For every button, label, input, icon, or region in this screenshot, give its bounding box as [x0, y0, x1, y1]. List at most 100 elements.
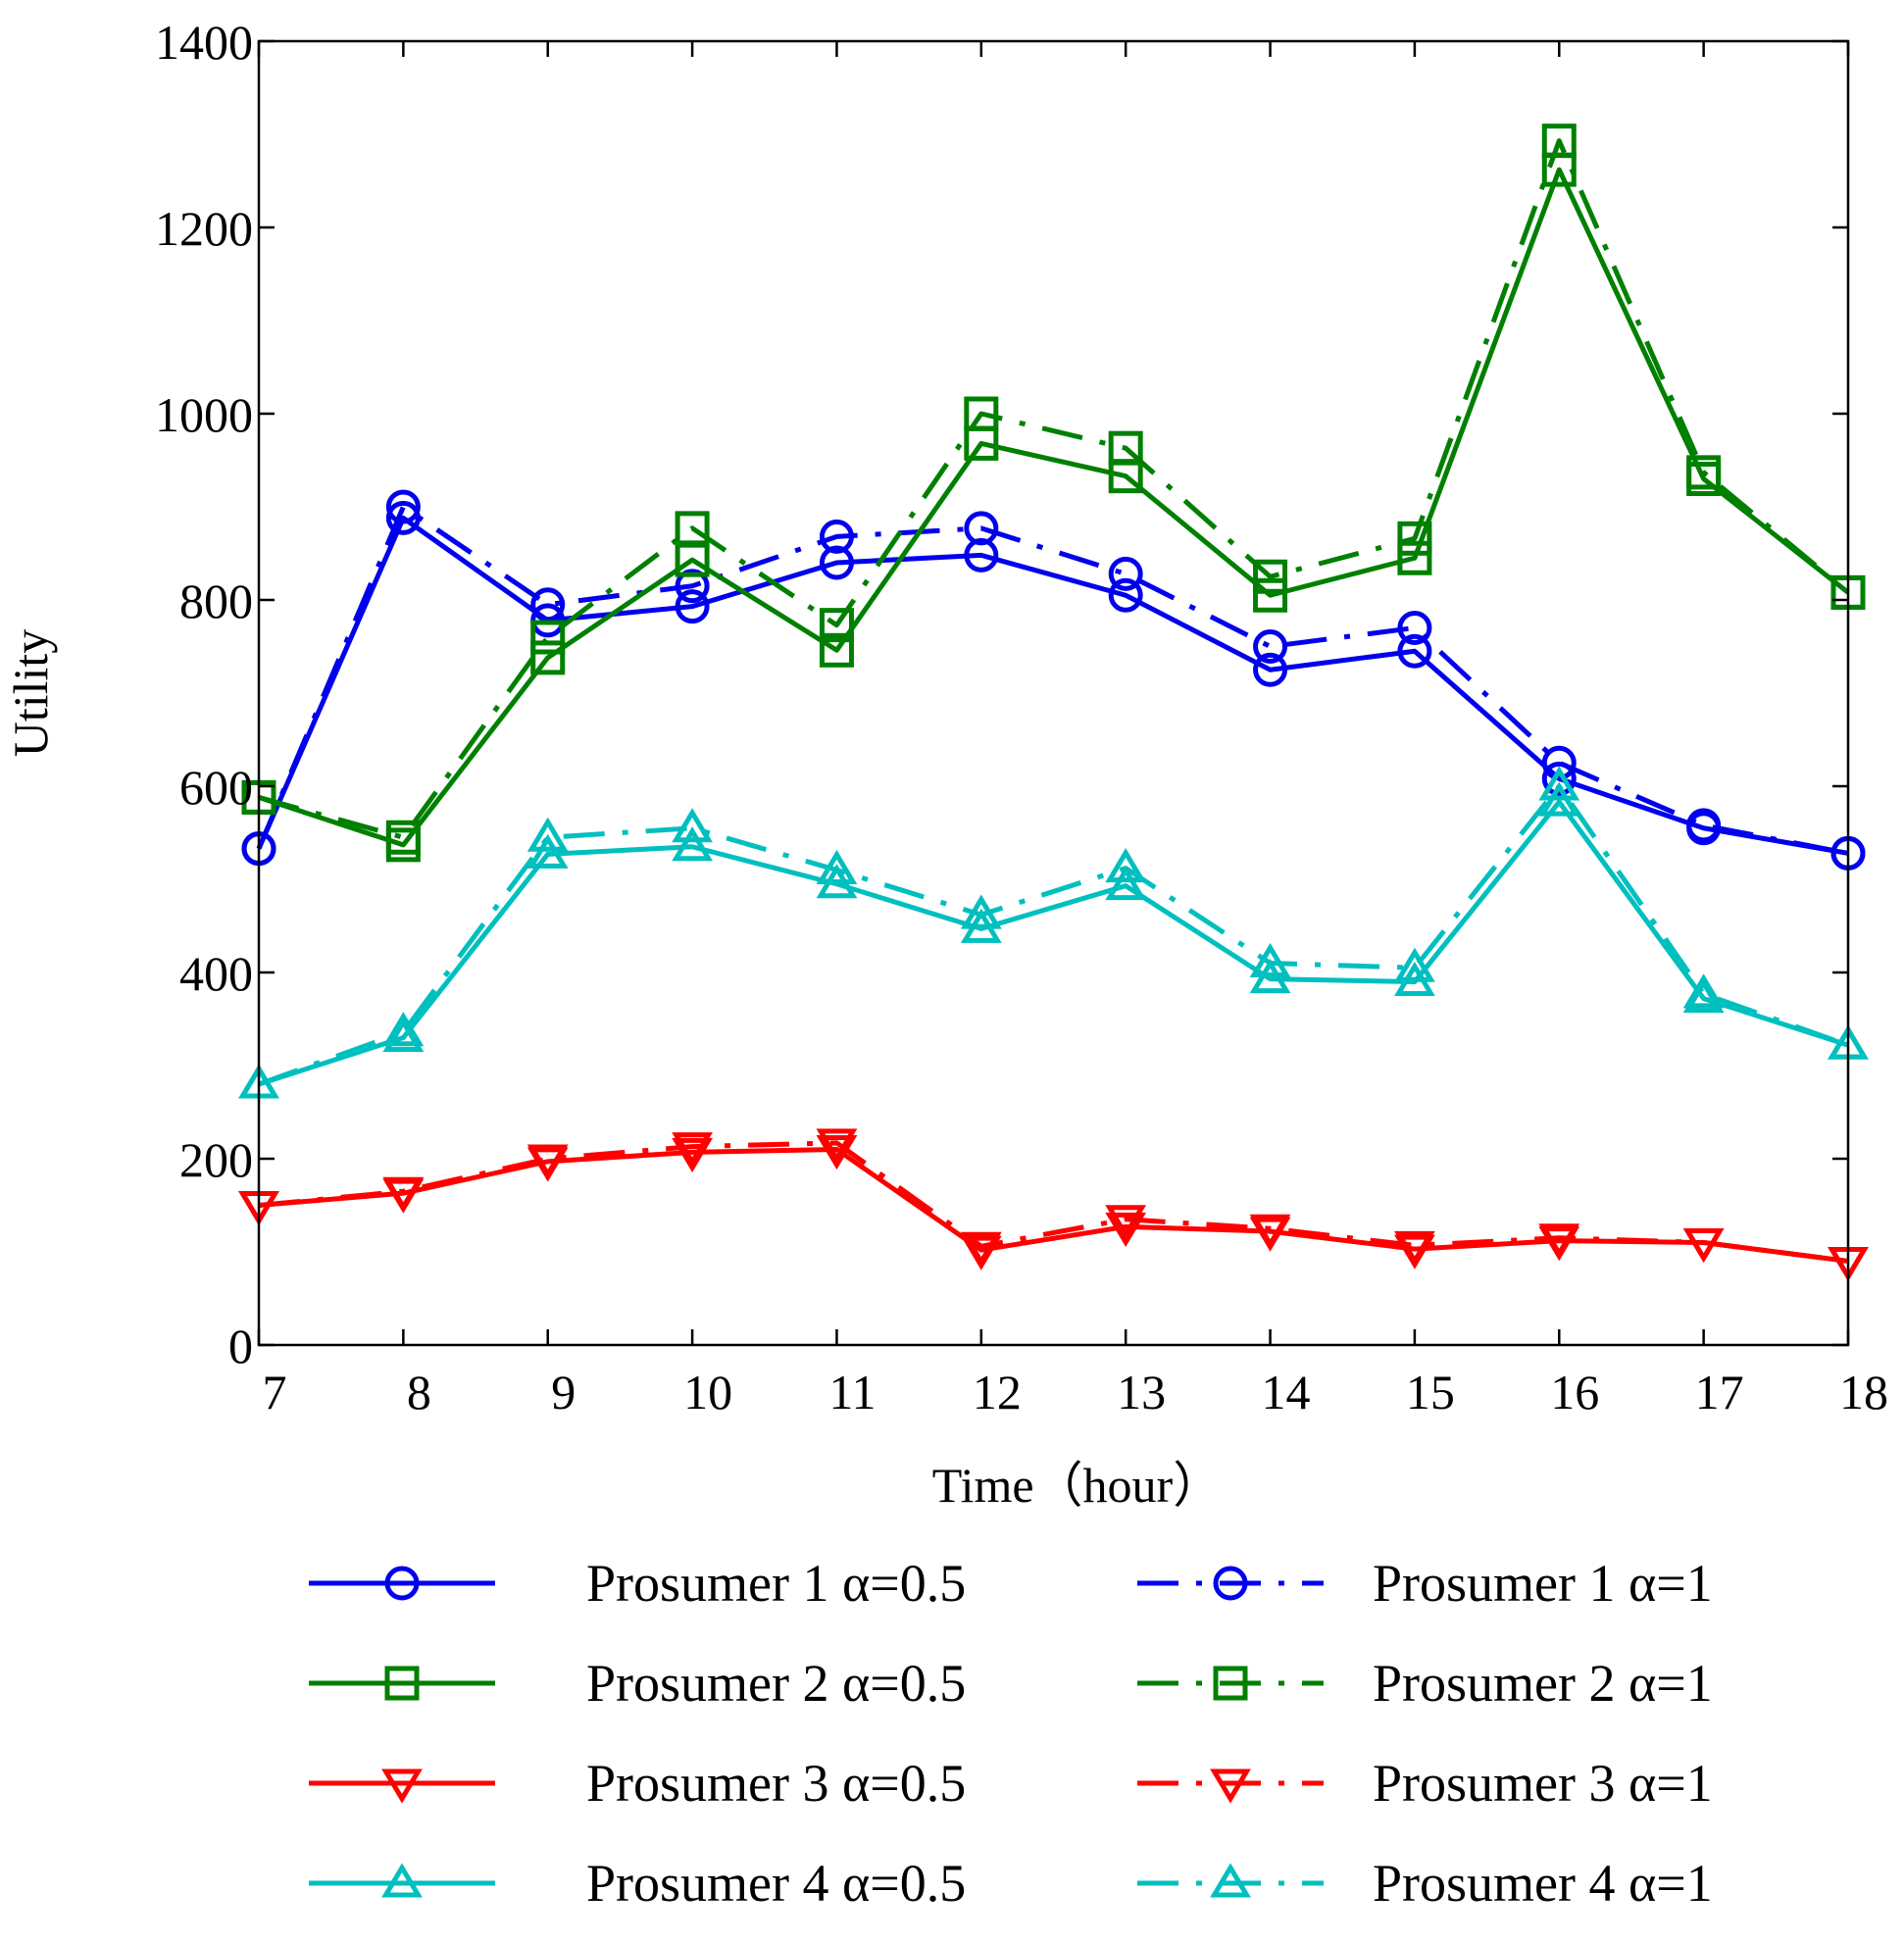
data-point — [819, 632, 854, 668]
data-point — [530, 620, 566, 655]
data-point — [1394, 1230, 1435, 1266]
data-point — [1105, 1205, 1147, 1240]
series-8 — [238, 766, 1869, 1099]
legend-label: Prosumer 3 α=1 — [1373, 1754, 1713, 1813]
x-tick-label: 15 — [1406, 1365, 1455, 1419]
y-axis-label: Utility — [3, 629, 58, 758]
data-point — [1397, 633, 1432, 669]
legend-marker — [381, 1768, 423, 1804]
data-point — [1394, 947, 1435, 982]
legend-marker — [1213, 1566, 1248, 1601]
data-point — [526, 817, 569, 852]
data-point — [530, 587, 566, 622]
legend-marker — [381, 1863, 423, 1898]
y-tick-label: 200 — [179, 1132, 253, 1187]
data-point — [672, 1137, 713, 1172]
data-point — [819, 608, 854, 643]
data-point — [675, 589, 710, 624]
data-point — [960, 1231, 1002, 1267]
y-tick-label: 0 — [228, 1319, 253, 1373]
legend-label: Prosumer 1 α=0.5 — [586, 1554, 966, 1613]
data-point — [1686, 808, 1722, 843]
data-point — [1397, 521, 1432, 556]
y-tick-label: 800 — [179, 573, 253, 628]
series-5 — [238, 1135, 1869, 1282]
legend: Prosumer 1 α=0.5 Prosumer 1 α=1 Prosumer 2… — [309, 1554, 1713, 1913]
data-point — [385, 820, 421, 855]
data-point — [1686, 455, 1722, 490]
data-point — [1105, 847, 1147, 883]
legend-entry: Prosumer 1 α=0.5 — [309, 1554, 966, 1613]
legend-label: Prosumer 2 α=1 — [1373, 1654, 1713, 1713]
data-point — [819, 519, 854, 554]
x-tick-label: 13 — [1117, 1365, 1166, 1419]
data-point — [1108, 577, 1143, 613]
legend-label: Prosumer 3 α=0.5 — [586, 1754, 966, 1813]
data-point — [382, 1012, 425, 1047]
data-point — [1538, 1223, 1580, 1259]
data-point — [385, 489, 421, 524]
data-point — [1105, 866, 1147, 901]
legend-entry: Prosumer 4 α=1 — [1137, 1854, 1713, 1913]
legend-label: Prosumer 2 α=0.5 — [586, 1654, 966, 1713]
data-point — [1541, 124, 1577, 159]
series-line — [258, 167, 1850, 848]
x-tick-label: 10 — [683, 1365, 732, 1419]
series-line — [256, 504, 1849, 856]
series-line — [258, 783, 1849, 1087]
legend-label: Prosumer 4 α=1 — [1373, 1854, 1713, 1913]
data-point — [1538, 766, 1580, 801]
legend-entry: Prosumer 2 α=1 — [1137, 1654, 1713, 1713]
data-point — [1541, 745, 1577, 780]
data-point — [382, 1176, 425, 1212]
legend-marker — [1213, 1666, 1248, 1701]
data-point — [1249, 1214, 1291, 1249]
series-line — [256, 515, 1849, 856]
data-point — [1108, 556, 1143, 591]
data-point — [1397, 611, 1432, 645]
data-point — [672, 1132, 713, 1168]
legend-entry: Prosumer 3 α=1 — [1137, 1754, 1713, 1813]
y-tick-label: 1000 — [155, 387, 253, 442]
legend-marker — [1210, 1863, 1251, 1898]
y-tick-label: 400 — [179, 946, 253, 1001]
legend-entry: Prosumer 3 α=0.5 — [309, 1754, 966, 1813]
series-7 — [238, 781, 1869, 1099]
series-line — [258, 138, 1850, 840]
data-point — [672, 808, 713, 843]
x-tick-label: 16 — [1550, 1365, 1599, 1419]
data-point — [672, 826, 713, 862]
data-point — [1253, 559, 1288, 594]
series-line — [258, 1140, 1849, 1264]
data-point — [1108, 430, 1143, 466]
data-point — [1105, 1212, 1147, 1247]
legend-marker — [1210, 1768, 1251, 1804]
data-point — [964, 396, 999, 431]
series-6 — [238, 1128, 1869, 1282]
data-point — [964, 511, 999, 546]
data-point — [675, 569, 710, 604]
data-point — [816, 1128, 858, 1164]
y-tick-label: 600 — [179, 760, 253, 815]
x-tick-label: 17 — [1695, 1365, 1744, 1419]
x-axis-label: Time（hour） — [932, 1458, 1222, 1513]
x-tick-label: 18 — [1839, 1365, 1888, 1419]
axes: 7 8 9 10 11 12 13 14 15 16 17 18 0 200 400 600 800 1000 12… — [155, 15, 1888, 1419]
y-tick-label: 1400 — [155, 15, 253, 70]
data-point — [816, 849, 858, 884]
legend-marker — [384, 1566, 420, 1601]
series-3 — [241, 152, 1866, 863]
plot-area-frame — [257, 39, 1850, 1347]
series-2 — [241, 489, 1866, 871]
x-tick-label: 7 — [263, 1365, 287, 1419]
series-1 — [241, 500, 1866, 871]
data-point — [1253, 629, 1288, 664]
legend-label: Prosumer 1 α=1 — [1373, 1554, 1713, 1613]
x-tick-label: 8 — [407, 1365, 431, 1419]
legend-entry: Prosumer 1 α=1 — [1137, 1554, 1713, 1613]
series-line — [258, 799, 1849, 1087]
data-point — [1397, 540, 1432, 575]
series-line — [258, 1147, 1849, 1264]
data-point — [1541, 761, 1577, 796]
